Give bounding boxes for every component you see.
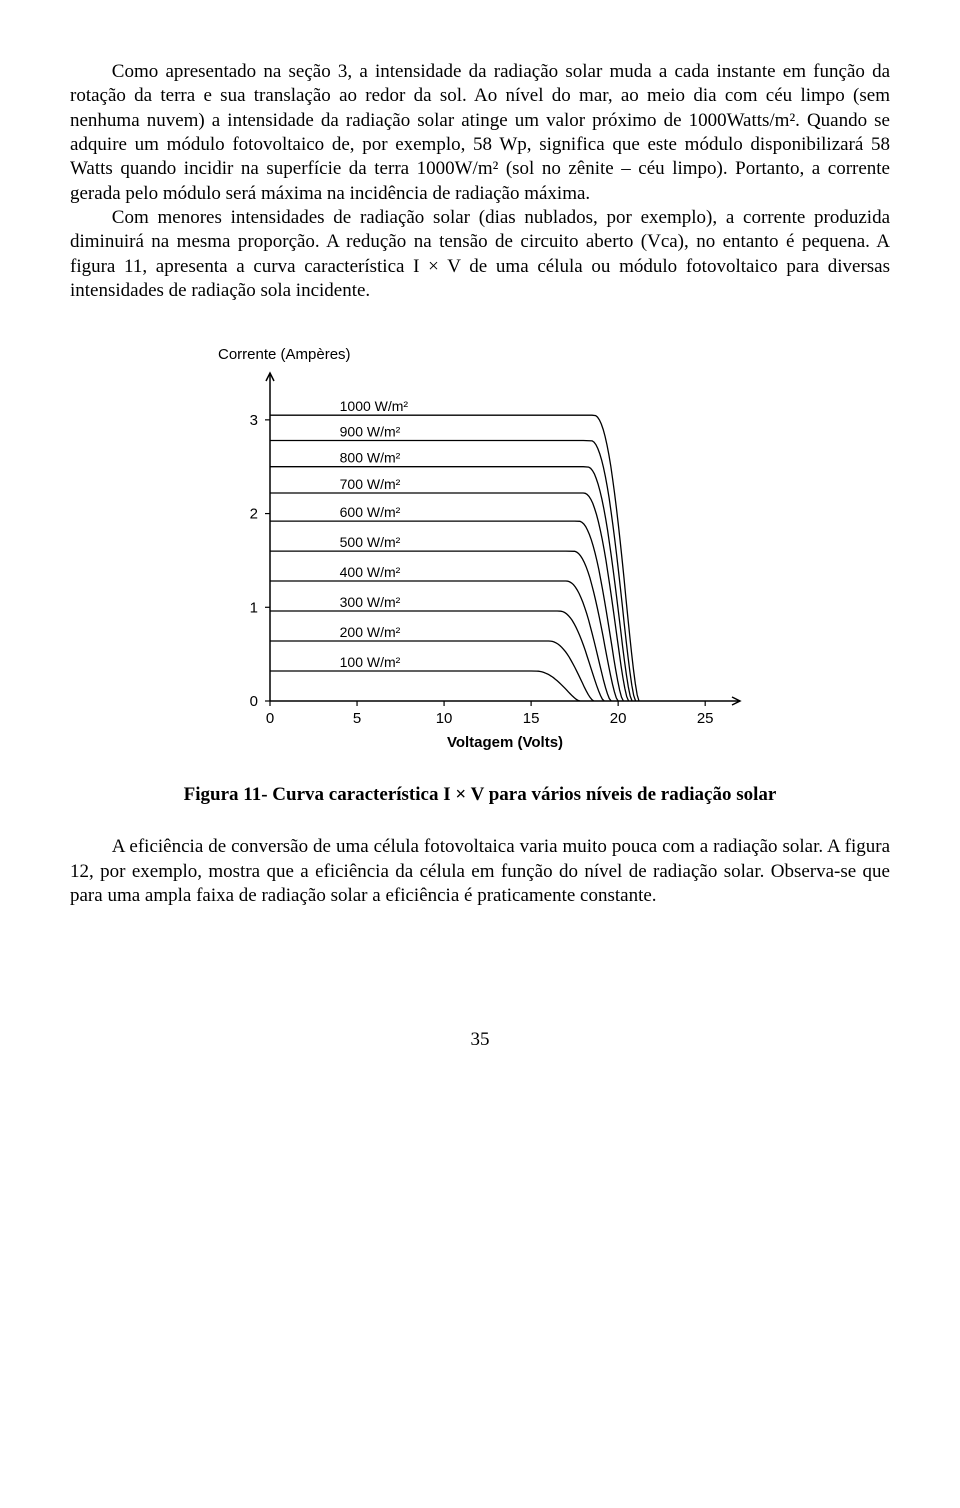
svg-text:Voltagem (Volts): Voltagem (Volts) (447, 734, 563, 751)
svg-text:3: 3 (250, 412, 258, 429)
svg-text:15: 15 (523, 710, 540, 727)
svg-text:500 W/m²: 500 W/m² (340, 534, 401, 550)
figure-11: Corrente (Ampères) 0 1 2 3 0 5 10 15 20 25 Voltagem… (70, 337, 890, 807)
svg-text:900 W/m²: 900 W/m² (340, 424, 401, 440)
svg-text:10: 10 (436, 710, 453, 727)
body-paragraph-1: Como apresentado na seção 3, a intensida… (70, 60, 890, 206)
svg-text:1000 W/m²: 1000 W/m² (340, 398, 409, 414)
body-paragraph-2: Com menores intensidades de radiação sol… (70, 206, 890, 303)
svg-text:5: 5 (353, 710, 361, 727)
svg-text:0: 0 (266, 710, 274, 727)
body-paragraph-3: A eficiência de conversão de uma célula … (70, 835, 890, 908)
svg-text:100 W/m²: 100 W/m² (340, 654, 401, 670)
svg-text:2: 2 (250, 506, 258, 523)
svg-text:300 W/m²: 300 W/m² (340, 594, 401, 610)
svg-text:Corrente (Ampères): Corrente (Ampères) (218, 346, 351, 363)
svg-text:25: 25 (697, 710, 714, 727)
figure-caption: Figura 11- Curva característica I × V pa… (70, 783, 890, 807)
svg-text:600 W/m²: 600 W/m² (340, 504, 401, 520)
svg-text:20: 20 (610, 710, 627, 727)
svg-text:800 W/m²: 800 W/m² (340, 450, 401, 466)
page-number: 35 (70, 1028, 890, 1052)
svg-text:200 W/m²: 200 W/m² (340, 624, 401, 640)
svg-text:700 W/m²: 700 W/m² (340, 476, 401, 492)
svg-text:1: 1 (250, 599, 258, 616)
svg-text:0: 0 (250, 693, 258, 710)
iv-curve-chart: Corrente (Ampères) 0 1 2 3 0 5 10 15 20 25 Voltagem… (200, 337, 760, 757)
svg-text:400 W/m²: 400 W/m² (340, 564, 401, 580)
